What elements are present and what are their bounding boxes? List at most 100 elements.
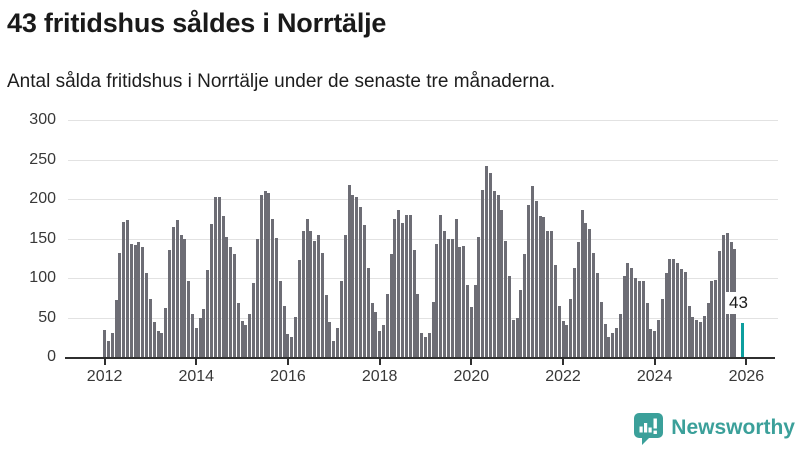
bar (553, 264, 557, 357)
bar (103, 330, 107, 357)
bar (664, 273, 668, 357)
y-tick-label: 50 (38, 308, 56, 326)
bar (630, 267, 634, 357)
bar (504, 240, 508, 357)
bar (232, 254, 236, 357)
bar (324, 295, 328, 357)
y-tick-label: 150 (29, 229, 56, 247)
bar (687, 306, 691, 357)
bar (187, 281, 191, 357)
bar (508, 276, 512, 357)
bar (466, 285, 469, 357)
bar (614, 327, 618, 357)
y-tick-label: 0 (47, 348, 56, 365)
bar (561, 320, 565, 357)
x-tick (195, 359, 198, 365)
bar (282, 305, 286, 357)
x-tick (378, 359, 381, 365)
bar (721, 235, 725, 357)
bar (500, 210, 504, 357)
x-tick-label: 2024 (636, 368, 673, 385)
bar (248, 314, 252, 357)
bar (393, 218, 397, 357)
bar (557, 305, 561, 357)
bar (542, 217, 546, 357)
bar (538, 215, 542, 357)
bar (481, 189, 485, 357)
bar (290, 337, 294, 357)
y-tick-label: 200 (29, 190, 56, 207)
bar (469, 307, 473, 357)
bar (175, 220, 179, 357)
bar (168, 250, 172, 357)
bar (275, 237, 278, 357)
bar (278, 281, 282, 357)
x-tick (103, 359, 106, 365)
bar (217, 197, 221, 357)
bar (171, 227, 175, 357)
bar (408, 214, 412, 357)
bar (691, 316, 695, 357)
bar (317, 235, 321, 357)
bar (672, 259, 676, 357)
bar (523, 254, 527, 357)
bar (114, 300, 118, 357)
bar-chart-speech-bubble-icon (633, 412, 664, 445)
bar (565, 325, 569, 357)
bar (301, 230, 305, 357)
bar (657, 319, 660, 357)
bar (221, 216, 225, 357)
gridline (68, 278, 778, 279)
x-tick (286, 359, 289, 365)
bar (313, 240, 317, 357)
bar (148, 298, 152, 357)
bar (183, 239, 187, 357)
bar (359, 206, 363, 357)
bar (110, 332, 114, 357)
bar (141, 247, 145, 357)
bar (420, 332, 424, 357)
bar (676, 262, 680, 357)
bar (580, 210, 584, 357)
bar (679, 269, 683, 357)
gridline (68, 317, 778, 319)
y-tick-label: 300 (29, 111, 56, 128)
bar (297, 259, 301, 357)
x-tick-label: 2018 (361, 368, 398, 385)
bar (202, 308, 206, 357)
x-tick-label: 2020 (453, 368, 490, 385)
chart-title: 43 fritidshus såldes i Norrtälje (7, 8, 387, 38)
bar (145, 273, 149, 357)
bar (206, 270, 210, 357)
bar (511, 319, 515, 357)
bar (595, 273, 599, 357)
bar (370, 303, 374, 357)
bar (443, 230, 447, 357)
bar (714, 279, 718, 357)
bar (286, 334, 290, 357)
bar (210, 224, 214, 357)
x-tick-label: 2014 (178, 368, 215, 385)
bar (401, 223, 405, 357)
x-tick-label: 2026 (728, 368, 765, 385)
bar (496, 195, 500, 357)
x-tick-label: 2022 (545, 368, 581, 385)
bar (641, 281, 645, 357)
bar (718, 251, 722, 357)
bar (458, 247, 462, 357)
last-value-annotation: 43 (726, 292, 751, 314)
bar (588, 229, 592, 357)
bar (622, 276, 626, 357)
bar (137, 242, 141, 357)
bar (152, 322, 156, 357)
bar (446, 238, 450, 357)
bar (477, 236, 481, 357)
bar (645, 303, 649, 357)
bar (519, 289, 523, 357)
bar (213, 196, 217, 357)
bar (668, 259, 672, 357)
bar (343, 235, 347, 357)
bar (416, 293, 420, 357)
bar (236, 303, 240, 357)
